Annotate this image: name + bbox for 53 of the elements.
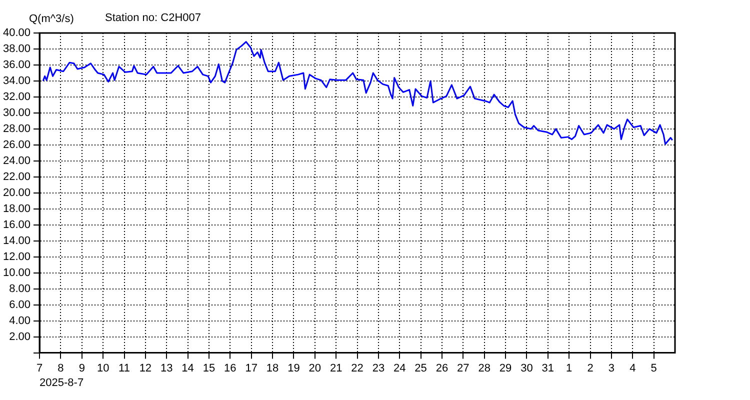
- x-tick-label: 7: [36, 362, 43, 374]
- x-tick-label: 17: [245, 362, 258, 374]
- x-tick-label: 27: [457, 362, 470, 374]
- y-tick-label: 36.00: [2, 59, 31, 72]
- y-tick-label: 20.00: [2, 186, 31, 199]
- y-tick-label: 4.00: [9, 314, 31, 327]
- text: 2025-8-7: [40, 376, 84, 389]
- x-tick-label: 12: [139, 362, 152, 374]
- x-tick-label: 16: [224, 362, 236, 374]
- y-tick-label: 24.00: [2, 154, 31, 167]
- x-tick-label: 28: [478, 362, 490, 374]
- y-tick-label: 10.00: [2, 266, 31, 279]
- y-tick-label: 2.00: [9, 330, 31, 343]
- x-tick-label: 11: [118, 362, 130, 374]
- x-tick-label: 14: [182, 362, 194, 374]
- x-tick-label: 15: [202, 362, 216, 374]
- x-tick-label: 29: [499, 362, 512, 374]
- x-tick-label: 19: [288, 362, 300, 374]
- y-tick-label: 16.00: [2, 218, 31, 231]
- y-tick-label: 14.00: [2, 234, 31, 247]
- x-tick-label: 3: [608, 362, 615, 374]
- y-tick-label: 30.00: [2, 106, 31, 119]
- x-tick-label: 13: [160, 362, 173, 374]
- y-tick-label: 12.00: [2, 250, 31, 263]
- x-tick-label: 5: [650, 362, 657, 374]
- x-tick-label: 21: [330, 362, 342, 374]
- x-tick-label: 4: [630, 362, 636, 374]
- y-tick-label: 22.00: [2, 170, 31, 183]
- y-tick-label: 18.00: [2, 202, 31, 215]
- y-tick-label: 38.00: [2, 43, 31, 56]
- y-tick-label: 26.00: [2, 138, 31, 151]
- y-tick-label: 8.00: [9, 282, 31, 295]
- x-tick-label: 31: [542, 362, 554, 374]
- x-tick-label: 1: [566, 362, 572, 374]
- x-tick-label: 25: [414, 362, 427, 374]
- y-tick-label: 32.00: [2, 90, 31, 103]
- x-tick-label: 8: [58, 362, 64, 374]
- x-tick-label: 23: [372, 362, 385, 374]
- y-tick-label: 6.00: [9, 298, 31, 311]
- x-tick-label: 18: [266, 362, 279, 374]
- y-tick-label: 40.00: [2, 27, 31, 40]
- y-axis-title: Q(m^3/s): [29, 13, 74, 26]
- x-tick-label: 22: [351, 362, 364, 374]
- x-tick-label: 10: [96, 362, 110, 374]
- x-tick-label: 26: [436, 362, 448, 374]
- chart-title: Station no: C2H007: [105, 12, 202, 24]
- y-tick-label: 34.00: [2, 75, 31, 87]
- x-tick-label: 30: [520, 362, 533, 374]
- x-tick-label: 2: [587, 362, 594, 374]
- x-tick-label: 9: [78, 362, 85, 374]
- x-tick-label: 20: [308, 362, 322, 374]
- y-tick-label: 28.00: [2, 122, 31, 135]
- x-tick-label: 24: [394, 362, 406, 374]
